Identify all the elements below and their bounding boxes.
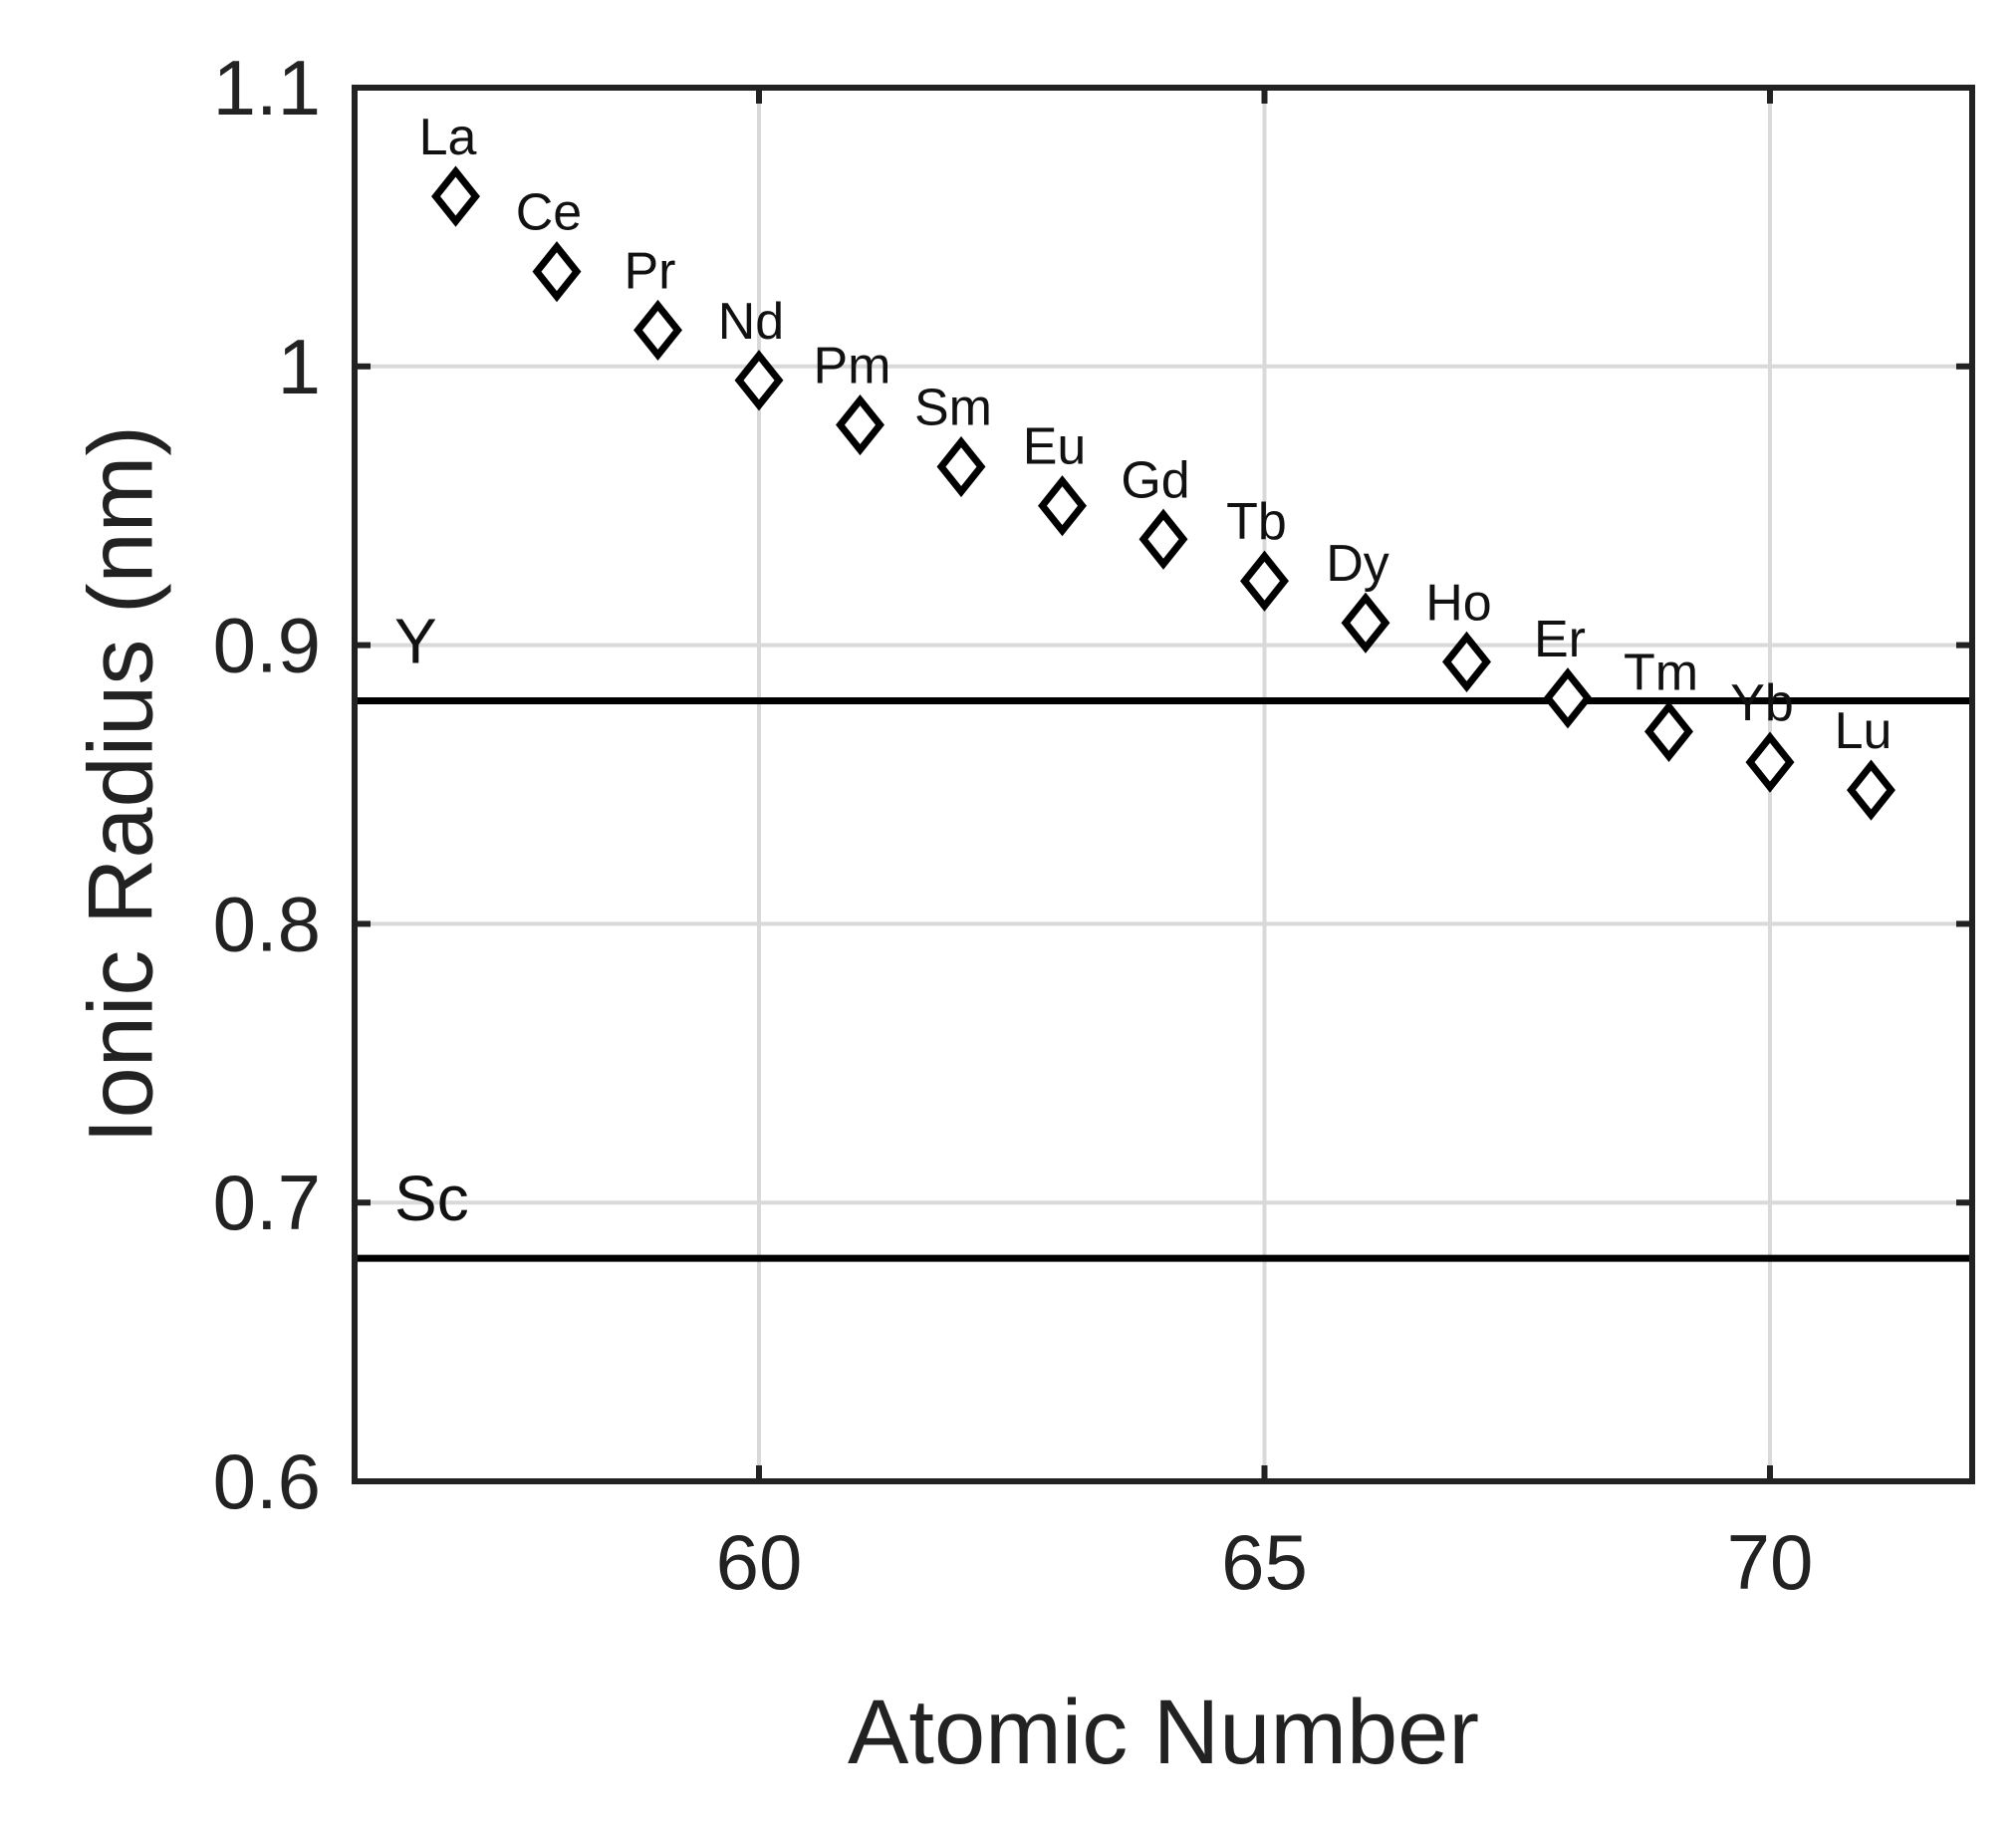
- point-label-yb: Yb: [1730, 674, 1794, 732]
- reference-label-y: Y: [394, 606, 437, 677]
- x-tick-label: 65: [1221, 1518, 1308, 1606]
- y-tick-label: 0.8: [213, 880, 321, 967]
- point-label-pr: Pr: [625, 242, 676, 300]
- data-points: La Ce Pr Nd Pm Sm Eu Gd Tb Dy Ho Er Tm Yb Lu: [419, 109, 1895, 821]
- point-label-dy: Dy: [1326, 535, 1389, 593]
- data-point-pr: [633, 299, 682, 362]
- data-point-tb: [1240, 550, 1289, 612]
- point-label-tb: Tb: [1226, 493, 1287, 551]
- data-point-ho: [1442, 631, 1491, 692]
- data-point-lu: [1847, 759, 1895, 821]
- y-tick-label: 1.1: [213, 44, 321, 131]
- data-point-eu: [1038, 475, 1087, 537]
- point-label-la: La: [419, 109, 477, 166]
- x-axis-title: Atomic Number: [848, 1682, 1479, 1783]
- y-tick-label: 0.6: [213, 1437, 321, 1525]
- point-label-lu: Lu: [1835, 702, 1892, 760]
- x-tick-label: 60: [716, 1518, 803, 1606]
- data-point-dy: [1341, 592, 1390, 653]
- reference-label-sc: Sc: [394, 1163, 469, 1234]
- grid-lines: [355, 88, 1972, 1481]
- point-label-gd: Gd: [1121, 451, 1189, 509]
- x-tick-label: 70: [1727, 1518, 1814, 1606]
- y-axis-title: Ionic Radius (nm): [70, 425, 171, 1144]
- point-label-eu: Eu: [1023, 418, 1087, 476]
- data-point-nd: [734, 350, 784, 411]
- data-point-er: [1543, 667, 1593, 729]
- point-label-sm: Sm: [914, 380, 992, 437]
- y-tick-label: 0.9: [213, 602, 321, 689]
- data-point-gd: [1138, 508, 1188, 570]
- data-point-pm: [836, 393, 884, 456]
- y-tick-label: 0.7: [213, 1159, 321, 1246]
- point-label-pm: Pm: [814, 338, 891, 395]
- data-point-la: [431, 165, 480, 227]
- data-point-tm: [1644, 700, 1693, 762]
- y-tick-label: 1: [278, 323, 321, 410]
- data-point-sm: [936, 435, 986, 498]
- point-label-tm: Tm: [1624, 644, 1698, 701]
- point-label-nd: Nd: [718, 293, 784, 351]
- axis-ticks: 60 65 70 0.6 0.7 0.8 0.9 1 1.1: [213, 44, 1972, 1606]
- data-point-yb: [1745, 731, 1795, 793]
- point-label-ce: Ce: [516, 184, 582, 242]
- point-label-er: Er: [1534, 611, 1586, 668]
- data-point-ce: [532, 241, 582, 303]
- point-label-ho: Ho: [1425, 574, 1491, 632]
- plot-frame: [352, 85, 1975, 1484]
- reference-lines: Y Sc: [355, 606, 1972, 1262]
